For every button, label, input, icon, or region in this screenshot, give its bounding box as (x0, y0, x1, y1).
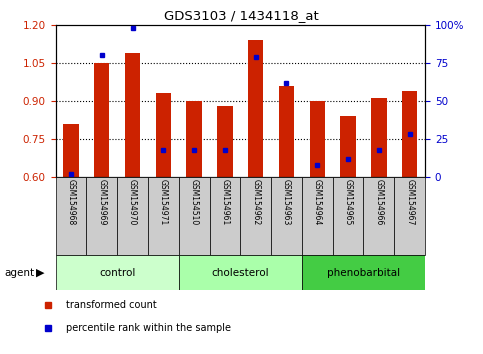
Text: GSM154964: GSM154964 (313, 179, 322, 226)
Text: percentile rank within the sample: percentile rank within the sample (66, 323, 231, 333)
Bar (302, 255, 425, 290)
Text: GSM154966: GSM154966 (374, 179, 384, 226)
Text: transformed count: transformed count (66, 300, 157, 310)
Bar (217, 106, 233, 177)
Text: GSM154963: GSM154963 (282, 179, 291, 226)
Bar (148, 177, 179, 255)
Bar (240, 177, 271, 255)
Bar (56, 255, 179, 290)
Bar (179, 177, 210, 255)
Text: GSM154967: GSM154967 (405, 179, 414, 226)
Bar (248, 40, 263, 177)
Text: GSM154971: GSM154971 (159, 179, 168, 225)
Text: cholesterol: cholesterol (212, 268, 269, 278)
Text: GSM154965: GSM154965 (343, 179, 353, 226)
Bar (86, 177, 117, 255)
Bar (125, 53, 140, 177)
Bar (279, 86, 294, 177)
Text: control: control (99, 268, 135, 278)
Bar (341, 116, 356, 177)
Bar (333, 177, 364, 255)
Bar (271, 177, 302, 255)
Bar (117, 177, 148, 255)
Bar (310, 101, 325, 177)
Bar (94, 63, 110, 177)
Bar (302, 177, 333, 255)
Bar (156, 93, 171, 177)
Text: phenobarbital: phenobarbital (327, 268, 400, 278)
Text: GDS3103 / 1434118_at: GDS3103 / 1434118_at (164, 9, 319, 22)
Text: ▶: ▶ (36, 268, 45, 278)
Text: GSM154962: GSM154962 (251, 179, 260, 225)
Text: GSM154961: GSM154961 (220, 179, 229, 225)
Bar (394, 177, 425, 255)
Text: GSM154968: GSM154968 (67, 179, 75, 225)
Bar (210, 177, 240, 255)
Bar (63, 124, 79, 177)
Bar (186, 101, 202, 177)
Text: GSM154970: GSM154970 (128, 179, 137, 226)
Bar (371, 98, 386, 177)
Text: GSM154969: GSM154969 (97, 179, 106, 226)
Bar (402, 91, 417, 177)
Bar (56, 177, 86, 255)
Text: GSM154510: GSM154510 (190, 179, 199, 225)
Text: agent: agent (5, 268, 35, 278)
Bar (364, 177, 394, 255)
Bar (179, 255, 302, 290)
